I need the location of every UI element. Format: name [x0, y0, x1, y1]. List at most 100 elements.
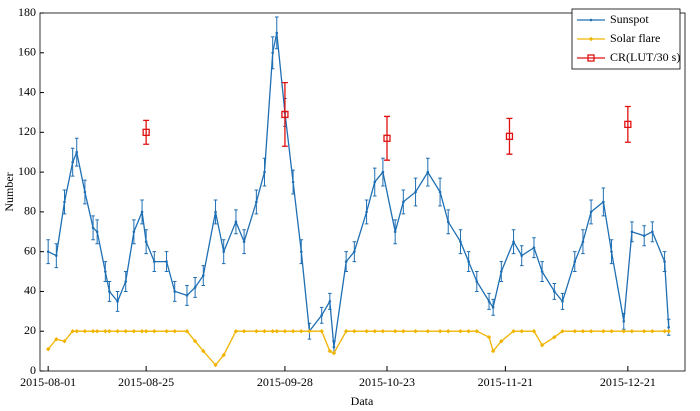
point — [299, 250, 303, 253]
point — [274, 329, 279, 334]
legend-marker — [587, 54, 595, 62]
point — [383, 134, 391, 142]
point — [55, 254, 58, 257]
point — [540, 270, 544, 273]
y-axis-label: Number — [2, 172, 16, 211]
point — [103, 329, 108, 334]
point — [589, 210, 593, 214]
point — [580, 329, 586, 334]
point — [254, 329, 259, 334]
point — [263, 170, 266, 174]
point — [458, 329, 463, 334]
point — [505, 132, 514, 140]
point — [282, 329, 288, 334]
point — [172, 329, 177, 334]
point — [192, 338, 198, 344]
point — [630, 230, 634, 234]
point — [54, 336, 59, 342]
point — [651, 230, 654, 234]
point — [108, 290, 111, 293]
legend-label: CR(LUT/30 s) — [610, 50, 680, 64]
x-tick-label: 2015-09-28 — [257, 375, 313, 389]
y-tick-label: 140 — [18, 84, 36, 98]
point — [581, 240, 585, 244]
y-tick-label: 120 — [18, 124, 36, 138]
point — [572, 329, 577, 334]
point — [131, 329, 137, 334]
point — [327, 348, 333, 354]
point — [499, 270, 503, 273]
point — [320, 314, 323, 317]
point — [667, 325, 670, 329]
x-tick-label: 2015-08-01 — [20, 375, 76, 389]
point — [299, 329, 304, 334]
point — [459, 240, 462, 244]
legend-label: Solar flare — [610, 31, 660, 45]
point — [95, 230, 99, 234]
error-bar — [506, 117, 513, 155]
point — [115, 329, 120, 334]
point — [281, 110, 289, 119]
point — [380, 329, 386, 334]
y-tick-label: 180 — [18, 5, 36, 19]
point — [165, 260, 168, 263]
point — [446, 220, 450, 224]
point — [624, 120, 632, 129]
point — [402, 200, 405, 204]
point — [104, 270, 107, 273]
point — [83, 190, 87, 194]
point — [650, 329, 655, 334]
point — [233, 329, 239, 334]
legend-label: Sunspot — [610, 12, 649, 26]
point — [241, 329, 247, 334]
error-bar — [383, 115, 390, 161]
point — [512, 240, 515, 244]
point — [519, 329, 524, 334]
y-tick-label: 80 — [24, 204, 36, 218]
point — [414, 190, 417, 194]
point — [82, 329, 88, 334]
point — [255, 200, 258, 204]
point — [621, 329, 626, 334]
point — [663, 260, 666, 263]
error-bar — [281, 81, 288, 147]
point — [609, 329, 614, 334]
point — [487, 300, 491, 303]
legend-marker — [588, 36, 594, 42]
point — [45, 346, 51, 352]
point — [602, 200, 605, 204]
point — [152, 329, 157, 334]
point — [560, 329, 565, 334]
point — [275, 31, 279, 35]
point — [116, 300, 119, 303]
point — [511, 329, 516, 334]
point — [140, 210, 144, 214]
x-tick-label: 2015-11-21 — [478, 375, 534, 389]
point — [372, 329, 377, 334]
point — [328, 300, 332, 303]
error-bar — [143, 119, 150, 145]
point — [401, 329, 406, 334]
point — [270, 329, 275, 334]
point — [185, 294, 189, 297]
point — [221, 352, 226, 358]
point — [139, 329, 145, 334]
point — [344, 260, 348, 263]
point — [467, 260, 470, 263]
y-tick-label: 20 — [24, 323, 36, 337]
point — [573, 260, 577, 263]
point — [520, 254, 524, 257]
point — [381, 170, 385, 174]
point — [173, 290, 177, 293]
point — [94, 329, 100, 334]
y-tick-label: 40 — [24, 283, 36, 297]
point — [291, 180, 295, 184]
point — [213, 362, 218, 368]
point — [234, 220, 238, 224]
point — [62, 338, 67, 344]
point — [332, 345, 336, 349]
point — [143, 329, 149, 334]
point — [142, 128, 150, 136]
point — [392, 329, 398, 334]
point — [426, 170, 430, 174]
